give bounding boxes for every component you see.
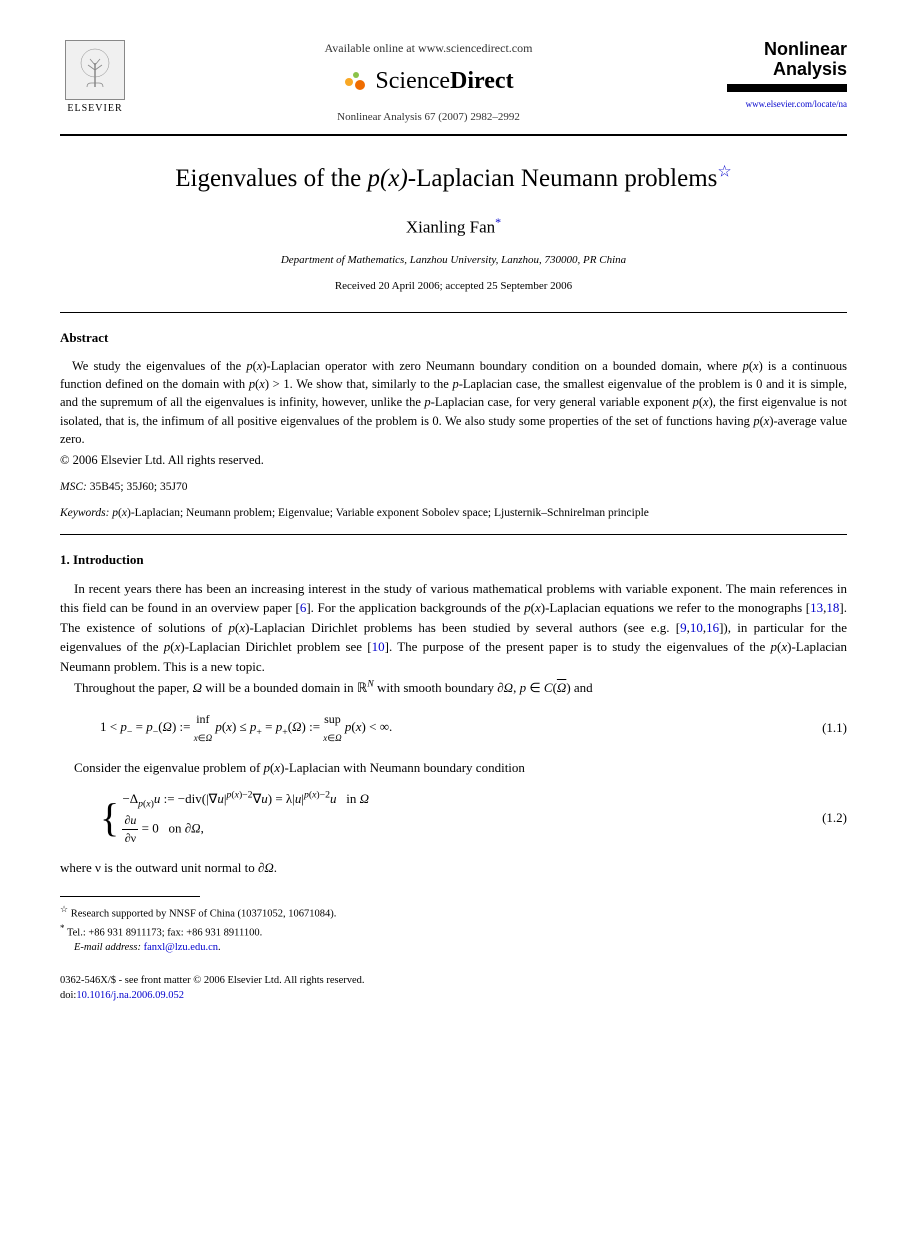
email-link[interactable]: fanxl@lzu.edu.cn (144, 942, 218, 953)
title-suffix: -Laplacian Neumann problems (408, 165, 718, 192)
author-affiliation: Department of Mathematics, Lanzhou Unive… (60, 253, 847, 268)
footnote-contact: * Tel.: +86 931 8911173; fax: +86 931 89… (60, 922, 847, 941)
footnote-star-1: ☆ (60, 904, 68, 914)
journal-name-line2: Analysis (773, 59, 847, 79)
title-prefix: Eigenvalues of the (175, 165, 367, 192)
equation-1-1-number: (1.1) (822, 719, 847, 737)
sciencedirect-icon (343, 70, 367, 94)
footer-copyright: 0362-546X/$ - see front matter © 2006 El… (60, 974, 847, 989)
equation-1-1-body: 1 < p− = p−(Ω) := infx∈Ω p(x) ≤ p+ = p+(… (100, 710, 822, 746)
journal-reference: Nonlinear Analysis 67 (2007) 2982–2992 (150, 110, 707, 125)
journal-url-link[interactable]: www.elsevier.com/locate/na (727, 98, 847, 111)
article-dates: Received 20 April 2006; accepted 25 Sept… (60, 279, 847, 294)
footnote-funding: ☆ Research supported by NNSF of China (1… (60, 903, 847, 922)
ref-link-16[interactable]: 16 (706, 620, 719, 635)
elsevier-tree-icon (65, 40, 125, 100)
footnote-contact-text: Tel.: +86 931 8911173; fax: +86 931 8911… (67, 928, 262, 939)
abstract-body: We study the eigenvalues of the p(x)-Lap… (60, 357, 847, 448)
author-name: Xianling Fan* (60, 214, 847, 239)
center-header: Available online at www.sciencedirect.co… (130, 40, 727, 126)
author-text: Xianling Fan (406, 217, 495, 236)
available-online-text: Available online at www.sciencedirect.co… (150, 40, 707, 57)
elsevier-logo: ELSEVIER (60, 40, 130, 120)
msc-codes: 35B45; 35J60; 35J70 (90, 481, 188, 493)
doi-label: doi: (60, 990, 76, 1001)
elsevier-label: ELSEVIER (67, 102, 122, 116)
keywords: Keywords: p(x)-Laplacian; Neumann proble… (60, 505, 847, 521)
copyright-text: © 2006 Elsevier Ltd. All rights reserved… (60, 452, 847, 470)
sciencedirect-logo: ScienceDirect (150, 65, 707, 99)
intro-paragraph-4-wrap: where ν is the outward unit normal to ∂Ω… (60, 858, 847, 878)
intro-paragraph-4: where ν is the outward unit normal to ∂Ω… (60, 858, 847, 878)
article-title: Eigenvalues of the p(x)-Laplacian Neuman… (60, 161, 847, 196)
introduction-header: 1. Introduction (60, 551, 847, 569)
divider-2 (60, 534, 847, 535)
intro-paragraph-1: In recent years there has been an increa… (60, 579, 847, 677)
page-footer: 0362-546X/$ - see front matter © 2006 El… (60, 974, 847, 1003)
author-corresponding-star: * (495, 215, 501, 229)
equation-1-2-number: (1.2) (822, 809, 847, 827)
abstract-paragraph: We study the eigenvalues of the p(x)-Lap… (60, 357, 847, 448)
ref-link-13[interactable]: 13 (810, 600, 823, 615)
keywords-label: Keywords: (60, 507, 109, 519)
journal-name: Nonlinear Analysis (727, 40, 847, 92)
msc-classification: MSC: 35B45; 35J60; 35J70 (60, 479, 847, 495)
journal-logo: Nonlinear Analysis www.elsevier.com/loca… (727, 40, 847, 110)
sciencedirect-text: ScienceDirect (375, 65, 513, 99)
title-math: p(x) (368, 165, 408, 192)
page-header: ELSEVIER Available online at www.science… (60, 40, 847, 126)
equation-1-2-body: { −Δp(x)u := −div(|∇u|p(x)−2∇u) = λ|u|p(… (100, 790, 822, 847)
ref-link-9[interactable]: 9 (680, 620, 687, 635)
ref-link-18[interactable]: 18 (826, 600, 839, 615)
footnote-email: E-mail address: fanxl@lzu.edu.cn. (60, 941, 847, 956)
intro-paragraph-2: Throughout the paper, Ω will be a bounde… (60, 678, 847, 698)
doi-link[interactable]: 10.1016/j.na.2006.09.052 (76, 990, 184, 1001)
equation-1-2: { −Δp(x)u := −div(|∇u|p(x)−2∇u) = λ|u|p(… (100, 790, 847, 847)
introduction-body: In recent years there has been an increa… (60, 579, 847, 698)
ref-link-10[interactable]: 10 (690, 620, 703, 635)
intro-paragraph-3-wrap: Consider the eigenvalue problem of p(x)-… (60, 758, 847, 778)
header-divider (60, 134, 847, 136)
footnote-star-2: * (60, 923, 65, 933)
footnote-funding-text: Research supported by NNSF of China (103… (71, 908, 337, 919)
ref-link-10b[interactable]: 10 (372, 639, 385, 654)
email-label: E-mail address: (74, 942, 141, 953)
msc-label: MSC: (60, 481, 87, 493)
abstract-header: Abstract (60, 329, 847, 347)
equation-1-1: 1 < p− = p−(Ω) := infx∈Ω p(x) ≤ p+ = p+(… (100, 710, 847, 746)
divider-1 (60, 312, 847, 313)
footer-doi: doi:10.1016/j.na.2006.09.052 (60, 989, 847, 1004)
footnote-divider (60, 896, 200, 897)
title-footnote-star: ☆ (717, 163, 731, 180)
intro-paragraph-3: Consider the eigenvalue problem of p(x)-… (60, 758, 847, 778)
journal-name-line1: Nonlinear (764, 39, 847, 59)
